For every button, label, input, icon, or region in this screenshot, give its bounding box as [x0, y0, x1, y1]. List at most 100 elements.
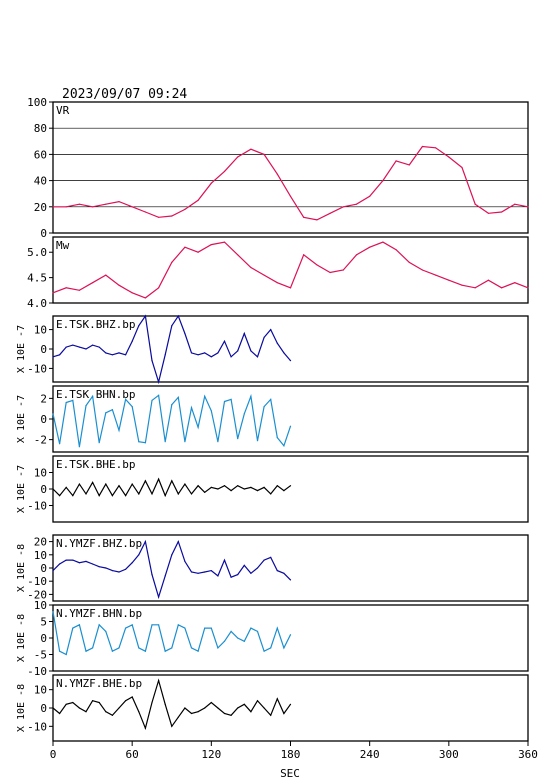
data-point: [118, 707, 120, 709]
data-point: [250, 486, 252, 488]
data-point: [210, 182, 212, 184]
data-point: [283, 445, 285, 447]
data-point: [177, 624, 179, 626]
data-point: [118, 201, 120, 203]
x-tick-label: 180: [281, 748, 301, 761]
panel-label: VR: [56, 104, 70, 117]
data-point: [144, 650, 146, 652]
data-point: [164, 354, 166, 356]
y-tick-label: 10: [34, 599, 47, 612]
data-point: [92, 647, 94, 649]
data-point: [78, 346, 80, 348]
panel-label: E.TSK.BHE.bp: [56, 458, 135, 471]
data-point: [85, 348, 87, 350]
data-point: [171, 261, 173, 263]
panel-7: 10 5 0 -5 -10X 10E -8 N.YMZF.BHN.bp: [16, 599, 529, 678]
data-point: [276, 698, 278, 700]
y-tick-label: 10: [34, 324, 47, 337]
data-point: [408, 261, 410, 263]
y-tick-label: 5: [40, 616, 47, 629]
data-point: [263, 406, 265, 408]
data-point: [270, 556, 272, 559]
data-point: [250, 148, 252, 150]
data-point: [243, 640, 245, 642]
data-point: [276, 342, 278, 344]
data-point: [190, 407, 193, 409]
data-point: [190, 647, 193, 649]
data-point: [85, 711, 87, 713]
data-point: [237, 707, 239, 709]
data-point: [289, 703, 292, 705]
data-point: [98, 442, 100, 444]
data-point: [78, 624, 80, 626]
data-point: [78, 483, 80, 485]
data-point: [184, 332, 186, 335]
data-point: [177, 716, 179, 718]
data-point: [514, 203, 516, 205]
data-point: [184, 208, 186, 210]
data-point: [276, 173, 278, 175]
data-point: [72, 344, 74, 346]
data-point: [435, 274, 437, 276]
y-axis-label: X 10E -8: [16, 544, 27, 592]
data-point: [78, 707, 80, 709]
data-point: [171, 647, 173, 649]
y-axis-label: X 10E -7: [16, 325, 27, 373]
data-point: [72, 559, 74, 561]
data-point: [184, 441, 186, 443]
data-point: [105, 567, 107, 569]
data-point: [125, 354, 127, 356]
data-point: [369, 246, 371, 248]
data-point: [230, 714, 232, 716]
data-point: [92, 206, 94, 208]
data-point: [243, 413, 245, 415]
data-point: [283, 712, 285, 715]
data-point: [190, 493, 193, 495]
data-point: [85, 650, 87, 652]
data-point: [59, 443, 61, 445]
data-point: [105, 711, 107, 713]
data-point: [144, 727, 146, 729]
data-point: [190, 571, 193, 573]
data-point: [65, 486, 67, 488]
data-point: [421, 145, 423, 148]
data-point: [197, 572, 199, 574]
data-point: [210, 410, 212, 412]
data-point: [105, 352, 107, 354]
data-point: [270, 398, 272, 400]
data-point: [85, 560, 87, 563]
data-point: [105, 483, 107, 485]
data-point: [204, 571, 206, 573]
data-point: [52, 488, 54, 490]
data-point: [514, 282, 516, 284]
data-point: [395, 160, 397, 162]
panel-1: 100 80 60 40 20 0 VR: [27, 96, 529, 240]
data-point: [138, 493, 140, 495]
series-line: [52, 241, 529, 299]
data-point: [138, 554, 140, 556]
y-tick-label: -10: [27, 575, 47, 588]
data-point: [474, 203, 476, 205]
data-point: [210, 486, 212, 488]
data-point: [111, 570, 113, 572]
data-point: [118, 352, 120, 354]
data-point: [263, 707, 265, 709]
y-tick-label: 0: [40, 632, 47, 645]
data-point: [263, 153, 265, 155]
data-point: [131, 340, 133, 342]
data-point: [223, 640, 226, 642]
data-point: [177, 315, 179, 317]
series-line: [53, 145, 529, 221]
y-tick-label: 2: [40, 392, 47, 405]
panel-label: N.YMZF.BHZ.bp: [56, 537, 142, 550]
data-point: [131, 562, 133, 564]
data-point: [72, 627, 74, 629]
data-point: [52, 292, 54, 294]
panel-8: 10 0 -10X 10E -8 N.YMZF.BHE.bp: [16, 674, 529, 742]
y-tick-label: 0: [40, 227, 47, 240]
data-point: [210, 356, 212, 358]
data-point: [118, 284, 120, 286]
data-point: [52, 413, 54, 415]
data-point: [197, 485, 199, 487]
